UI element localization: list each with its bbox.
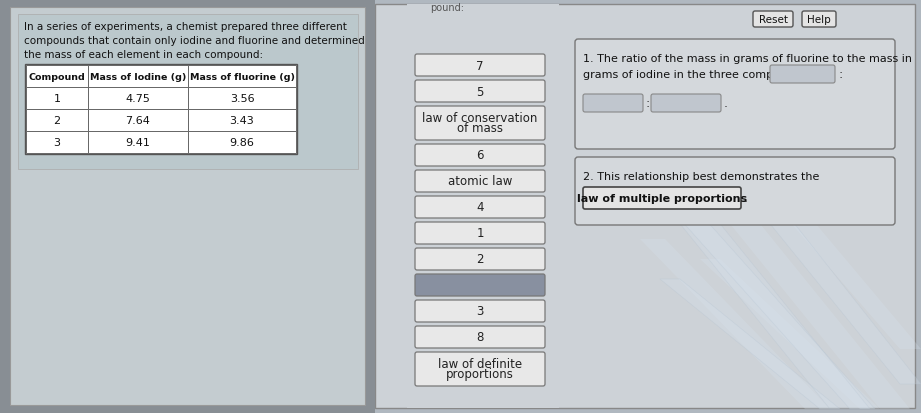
Text: grams of iodine in the three compounds is: grams of iodine in the three compounds i… (583, 70, 820, 80)
FancyBboxPatch shape (415, 197, 545, 218)
Polygon shape (660, 199, 870, 409)
FancyBboxPatch shape (415, 223, 545, 244)
Text: 9.86: 9.86 (229, 138, 254, 147)
Bar (26, 88, 88, 110)
Bar (88, 66, 188, 88)
Text: In a series of experiments, a chemist prepared three different: In a series of experiments, a chemist pr… (24, 22, 347, 32)
Bar (25, 65, 297, 154)
Text: Mass of fluorine (g): Mass of fluorine (g) (190, 72, 295, 81)
Text: 4.75: 4.75 (125, 94, 150, 104)
Bar (0, 0, 375, 413)
FancyBboxPatch shape (802, 12, 836, 28)
Text: law of conservation: law of conservation (423, 112, 538, 125)
FancyBboxPatch shape (415, 300, 545, 322)
FancyBboxPatch shape (770, 66, 835, 84)
Text: 1. The ratio of the mass in grams of fluorine to the mass in: 1. The ratio of the mass in grams of flu… (583, 54, 912, 64)
Polygon shape (640, 240, 830, 409)
FancyBboxPatch shape (415, 248, 545, 271)
Bar (188, 88, 296, 110)
FancyBboxPatch shape (575, 40, 895, 150)
Text: 4: 4 (476, 201, 484, 214)
Text: Help: Help (807, 15, 831, 25)
FancyBboxPatch shape (415, 81, 545, 103)
FancyBboxPatch shape (415, 171, 545, 192)
FancyBboxPatch shape (583, 95, 643, 113)
Text: 5: 5 (476, 85, 484, 98)
Text: 8: 8 (476, 331, 484, 344)
FancyBboxPatch shape (415, 274, 545, 296)
Text: 9.41: 9.41 (125, 138, 150, 147)
Text: 1: 1 (53, 94, 61, 104)
Text: 2: 2 (476, 253, 484, 266)
FancyBboxPatch shape (583, 188, 741, 209)
Polygon shape (710, 199, 910, 409)
Text: of mass: of mass (457, 122, 503, 135)
Text: 2. This relationship best demonstrates the: 2. This relationship best demonstrates t… (583, 171, 820, 182)
Text: 6: 6 (476, 149, 484, 162)
Text: .: . (744, 192, 748, 205)
Text: compounds that contain only iodine and fluorine and determined: compounds that contain only iodine and f… (24, 36, 365, 46)
Bar (88, 88, 188, 110)
Text: .: . (724, 97, 728, 110)
Text: 3.56: 3.56 (229, 94, 254, 104)
Bar (26, 66, 88, 88)
Text: Reset: Reset (759, 15, 787, 25)
Polygon shape (770, 199, 921, 349)
Text: 7.64: 7.64 (125, 116, 150, 126)
Bar (26, 110, 88, 132)
Text: 1: 1 (476, 227, 484, 240)
Bar (26, 132, 88, 154)
FancyBboxPatch shape (415, 55, 545, 77)
Text: :: : (838, 68, 842, 81)
Text: 3: 3 (476, 305, 484, 318)
FancyBboxPatch shape (753, 12, 793, 28)
Text: 2: 2 (53, 116, 61, 126)
Text: the mass of each element in each compound:: the mass of each element in each compoun… (24, 50, 263, 60)
Text: Mass of Iodine (g): Mass of Iodine (g) (90, 72, 186, 81)
FancyBboxPatch shape (415, 145, 545, 166)
FancyBboxPatch shape (575, 158, 895, 225)
Text: proportions: proportions (446, 368, 514, 380)
Text: 7: 7 (476, 59, 484, 72)
Bar (188, 132, 296, 154)
Polygon shape (700, 259, 880, 409)
Bar (375, 5, 915, 408)
Bar (88, 110, 188, 132)
Polygon shape (750, 199, 921, 384)
FancyBboxPatch shape (415, 326, 545, 348)
Text: law of definite: law of definite (438, 358, 522, 370)
Text: 3.43: 3.43 (229, 116, 254, 126)
Text: law of multiple proportions: law of multiple proportions (577, 194, 747, 204)
Text: Compound: Compound (29, 72, 86, 81)
Bar (88, 132, 188, 154)
FancyBboxPatch shape (651, 95, 721, 113)
Text: 3: 3 (53, 138, 61, 147)
Bar (10, 8, 365, 405)
FancyBboxPatch shape (415, 107, 545, 141)
Bar (188, 110, 296, 132)
Polygon shape (660, 279, 840, 409)
Bar (407, 5, 559, 408)
FancyBboxPatch shape (415, 352, 545, 386)
Text: atomic law: atomic law (448, 175, 512, 188)
Text: pound:: pound: (430, 3, 464, 13)
Text: :: : (645, 97, 649, 110)
Bar (18, 15, 358, 170)
Polygon shape (680, 219, 875, 409)
Bar (188, 66, 296, 88)
